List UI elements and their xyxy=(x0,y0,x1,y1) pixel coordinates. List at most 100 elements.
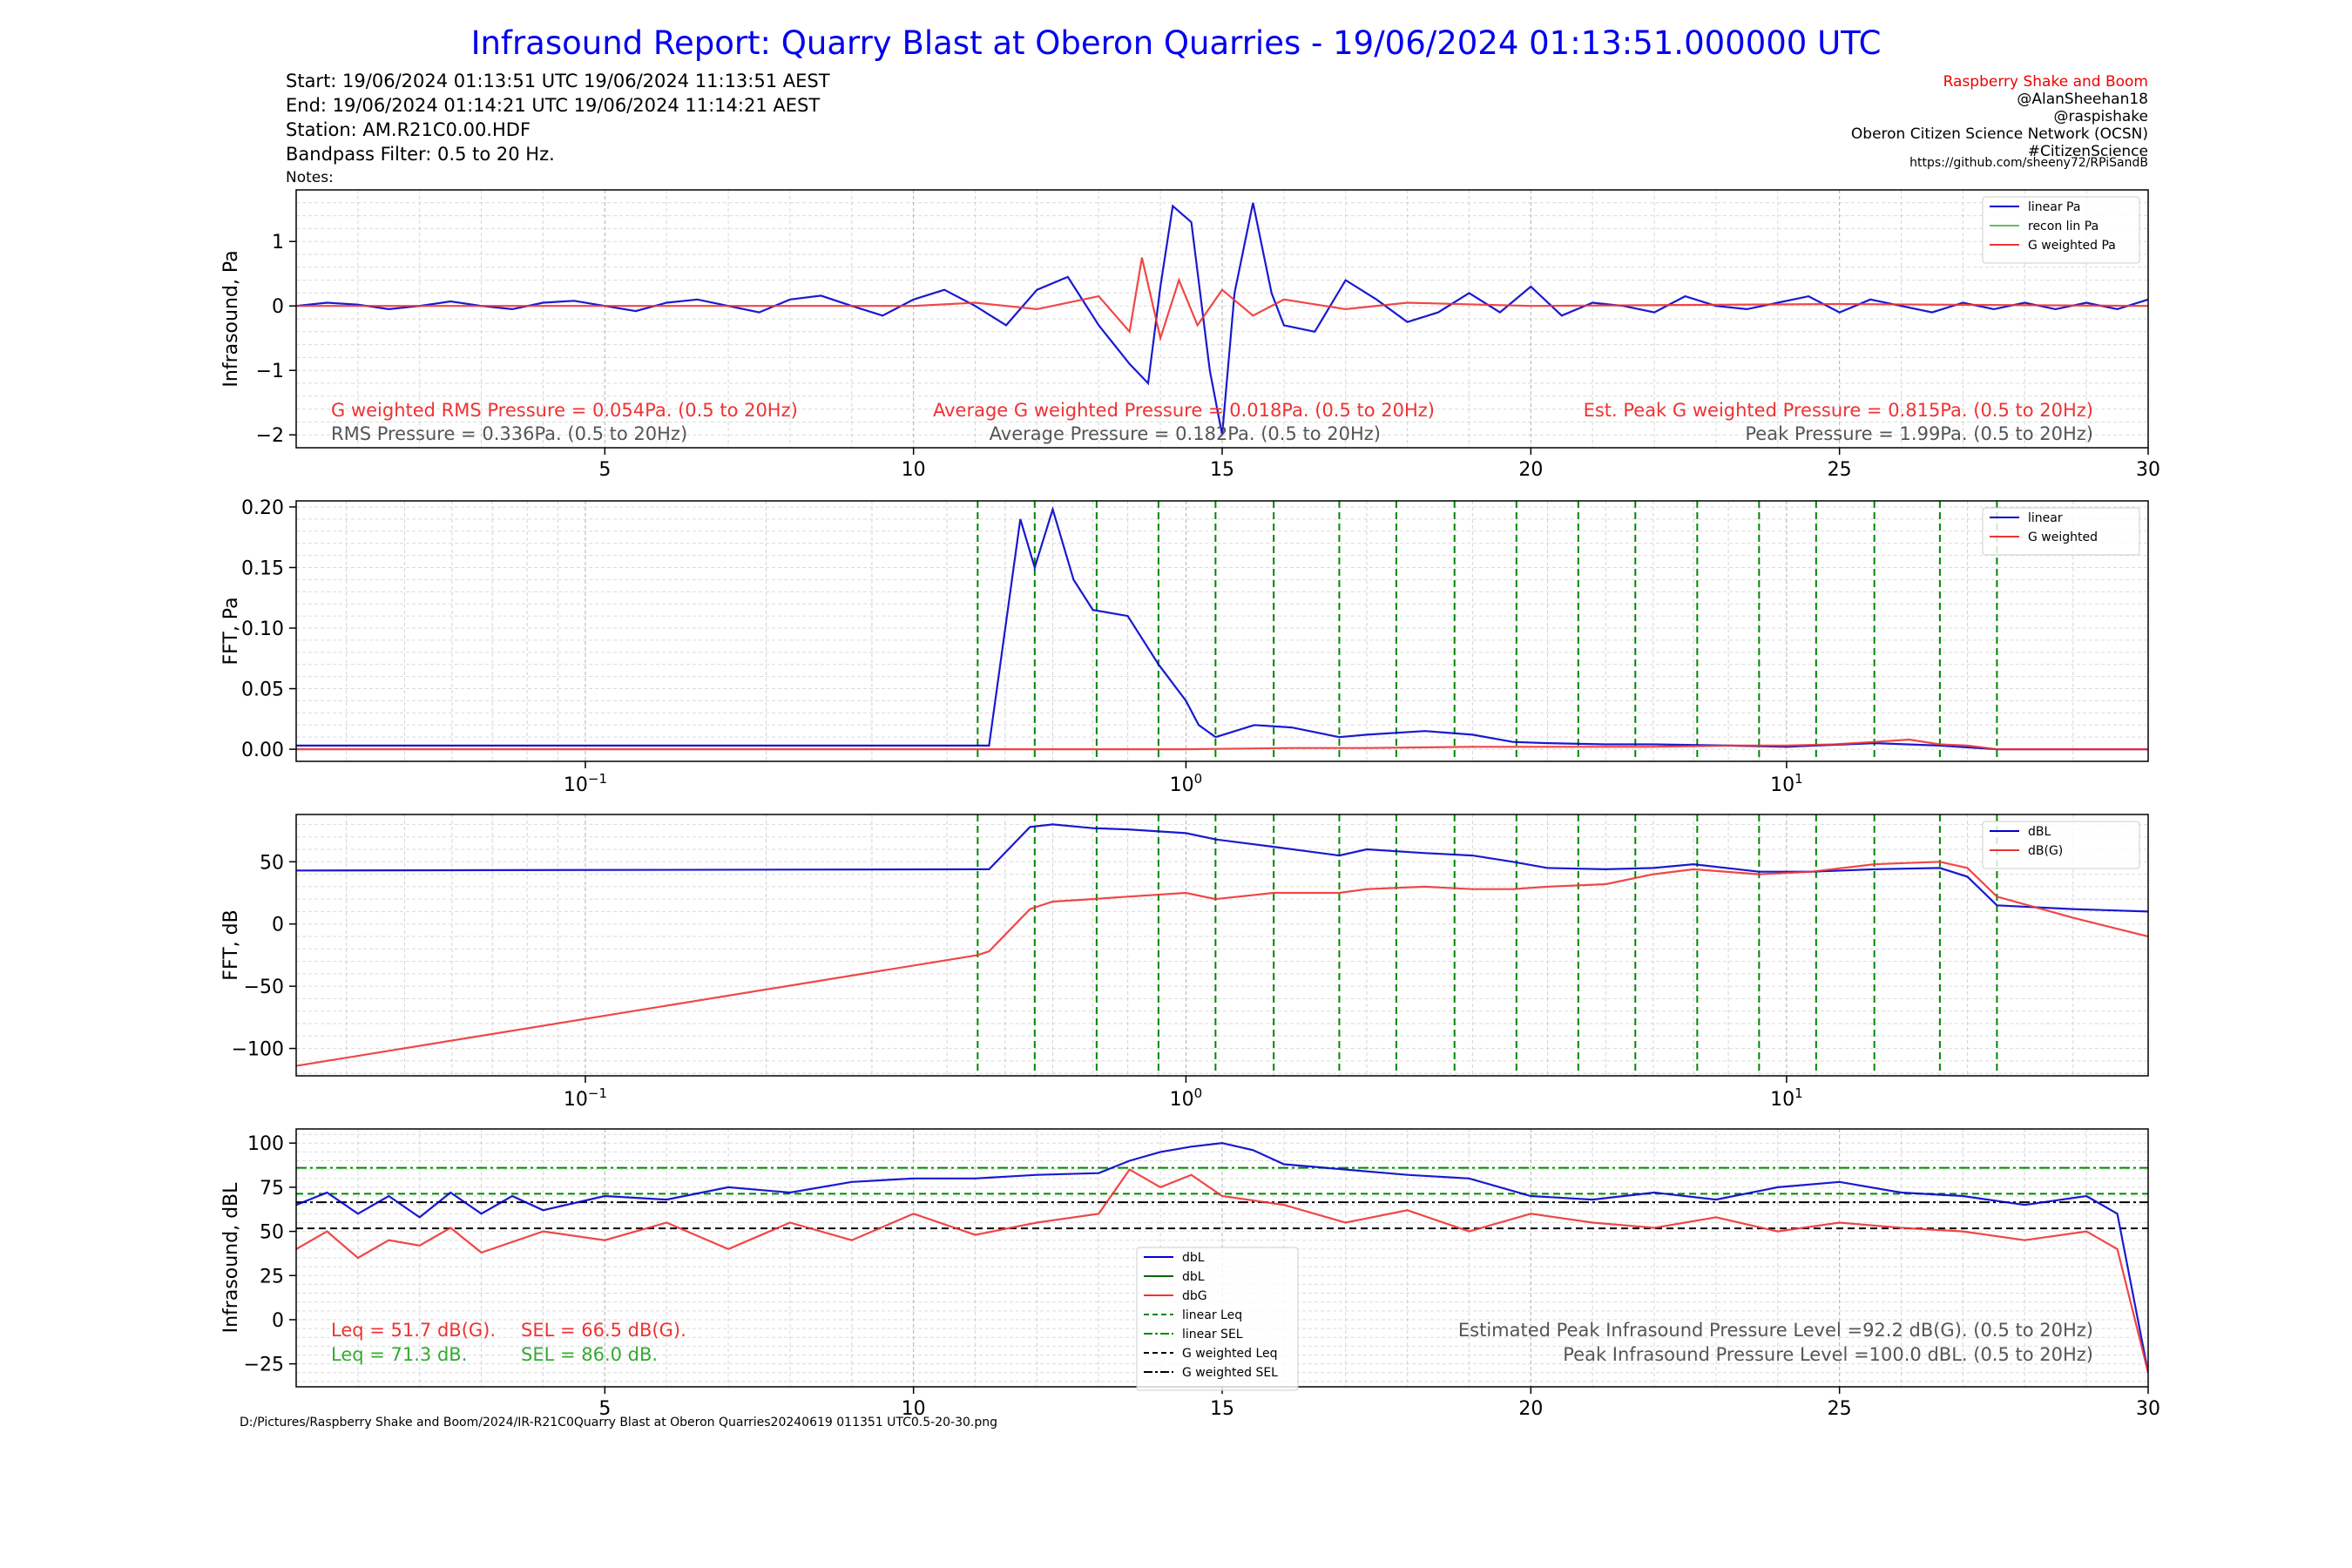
stat-annotation: Peak Pressure = 1.99Pa. (0.5 to 20Hz) xyxy=(1745,423,2093,444)
notes-label: Notes: xyxy=(286,169,334,186)
credit-raspishake: @raspishake xyxy=(2053,108,2148,125)
legend-label: G weighted SEL xyxy=(1182,1366,1278,1380)
legend-box xyxy=(1982,507,2140,556)
y-axis-label: Infrasound, dBL xyxy=(220,1182,242,1334)
x-tick-label: 100 xyxy=(1170,1085,1203,1111)
grid-lines xyxy=(296,189,2148,449)
grid-lines xyxy=(296,501,2149,762)
x-tick-label: 100 xyxy=(1170,771,1203,796)
stat-annotation: RMS Pressure = 0.336Pa. (0.5 to 20Hz) xyxy=(331,423,687,444)
x-tick-label: 15 xyxy=(1210,1398,1234,1420)
y-axis-label: FFT, Pa xyxy=(220,597,242,665)
legend-box xyxy=(1136,1247,1299,1391)
legend-label: linear Leq xyxy=(1182,1308,1242,1322)
x-tick-label: 10−1 xyxy=(564,771,607,796)
waveform-panel: 5 10 15 20 25 30 −2 −1 0 1 Infrasound, Pa linear Pa… xyxy=(220,189,2160,481)
series-line-dbg xyxy=(296,1168,2148,1374)
stat-annotation: Estimated Peak Infrasound Pressure Level… xyxy=(1458,1320,2093,1341)
end-time-line: End: 19/06/2024 01:14:21 UTC 19/06/2024 … xyxy=(286,95,820,116)
credit-network: Oberon Citizen Science Network (OCSN) xyxy=(1851,125,2148,143)
legend-label: linear Pa xyxy=(2028,200,2080,214)
y-tick-label: 25 xyxy=(260,1266,284,1288)
series-line-g-weighted-pa xyxy=(296,257,2148,342)
series-group xyxy=(296,202,2148,436)
y-tick-label: 1 xyxy=(272,232,284,253)
legend-box xyxy=(1982,821,2140,869)
y-tick-label: 50 xyxy=(260,1222,284,1244)
report-metadata: Start: 19/06/2024 01:13:51 UTC 19/06/202… xyxy=(286,71,830,186)
station-line: Station: AM.R21C0.00.HDF xyxy=(286,119,531,140)
y-axis-label: FFT, dB xyxy=(220,909,242,980)
y-tick-label: 0.20 xyxy=(241,497,284,519)
stat-annotation: Leq = 71.3 dB. xyxy=(331,1344,467,1365)
legend-label: dbL xyxy=(1182,1251,1205,1265)
legend-box xyxy=(1982,196,2140,264)
y-tick-label: 0 xyxy=(272,915,284,936)
x-tick-label: 25 xyxy=(1828,459,1852,481)
y-tick-label: 75 xyxy=(260,1178,284,1200)
legend: linear G weighted xyxy=(1982,507,2140,556)
legend-label: dB(G) xyxy=(2028,844,2063,858)
footer-file-path: D:/Pictures/Raspberry Shake and Boom/202… xyxy=(240,1416,997,1429)
credit-github-link[interactable]: https://github.com/sheeny72/RPiSandB xyxy=(1909,156,2148,170)
stat-annotation: Average G weighted Pressure = 0.018Pa. (… xyxy=(933,400,1435,421)
y-tick-label: −100 xyxy=(232,1039,284,1061)
legend-label: dbL xyxy=(1182,1270,1205,1284)
y-tick-label: 0.05 xyxy=(241,679,284,701)
x-tick-label: 101 xyxy=(1770,1085,1803,1111)
series-group xyxy=(296,823,2148,1067)
legend-label: G weighted Leq xyxy=(1182,1347,1278,1361)
series-line-linear-pa xyxy=(296,202,2148,436)
x-tick-label: 10 xyxy=(902,459,926,481)
series-group xyxy=(296,1142,2148,1374)
y-tick-label: −2 xyxy=(256,425,284,447)
legend: dbL dbL dbG linear Leq linear SEL G weighted … xyxy=(1136,1247,1299,1391)
brand-name: Raspberry Shake and Boom xyxy=(1943,73,2148,91)
credits-block: Raspberry Shake and Boom @AlanSheehan18 … xyxy=(1851,73,2148,170)
x-tick-label: 10 xyxy=(902,1398,926,1420)
grid-lines xyxy=(296,814,2149,1076)
y-tick-label: 0.10 xyxy=(241,618,284,640)
band-lines xyxy=(977,814,1998,1076)
legend-label: dbG xyxy=(1182,1289,1207,1303)
credit-hashtag: #CitizenScience xyxy=(2028,143,2148,160)
legend-label: recon lin Pa xyxy=(2028,220,2099,233)
x-tick-label: 25 xyxy=(1828,1398,1852,1420)
series-line-dbl xyxy=(296,1142,2148,1374)
stat-annotation: Peak Infrasound Pressure Level =100.0 dB… xyxy=(1563,1344,2093,1365)
stat-annotation: SEL = 66.5 dB(G). xyxy=(521,1320,686,1341)
plot-frame xyxy=(295,814,2149,1077)
x-tick-label: 15 xyxy=(1210,459,1234,481)
y-tick-label: −1 xyxy=(256,361,284,382)
x-tick-label: 30 xyxy=(2136,1398,2160,1420)
start-time-line: Start: 19/06/2024 01:13:51 UTC 19/06/202… xyxy=(286,71,830,91)
fft-db-panel: 10−1 100 101 −100 −50 0 50 FFT, dB dBL dB(G) xyxy=(220,814,2149,1111)
x-tick-label: 10−1 xyxy=(564,1085,607,1111)
report-title: Infrasound Report: Quarry Blast at Obero… xyxy=(471,24,1882,62)
stat-annotation: SEL = 86.0 dB. xyxy=(521,1344,658,1365)
stat-annotation: Est. Peak G weighted Pressure = 0.815Pa.… xyxy=(1584,400,2093,421)
band-lines xyxy=(977,501,1998,761)
legend-label: dBL xyxy=(2028,825,2051,839)
x-tick-label: 20 xyxy=(1518,459,1543,481)
stat-annotation: Average Pressure = 0.182Pa. (0.5 to 20Hz… xyxy=(990,423,1381,444)
y-tick-label: 0.00 xyxy=(241,740,284,761)
series-line-db-g- xyxy=(296,861,2148,1067)
bandpass-line: Bandpass Filter: 0.5 to 20 Hz. xyxy=(286,144,555,165)
x-tick-label: 20 xyxy=(1518,1398,1543,1420)
plot-frame xyxy=(295,500,2149,762)
x-tick-label: 30 xyxy=(2136,459,2160,481)
credit-twitter: @AlanSheehan18 xyxy=(2017,91,2148,108)
legend-label: G weighted Pa xyxy=(2028,239,2116,253)
y-tick-label: 100 xyxy=(247,1133,284,1155)
series-line-linear xyxy=(296,505,2148,751)
legend: dBL dB(G) xyxy=(1982,821,2140,869)
series-line-g-weighted xyxy=(296,738,2148,751)
y-tick-label: 0 xyxy=(272,296,284,318)
stat-annotation: Leq = 51.7 dB(G). xyxy=(331,1320,496,1341)
legend-label: G weighted xyxy=(2028,531,2098,544)
y-tick-label: 0 xyxy=(272,1310,284,1332)
y-tick-label: 0.15 xyxy=(241,558,284,579)
series-group xyxy=(296,505,2148,751)
